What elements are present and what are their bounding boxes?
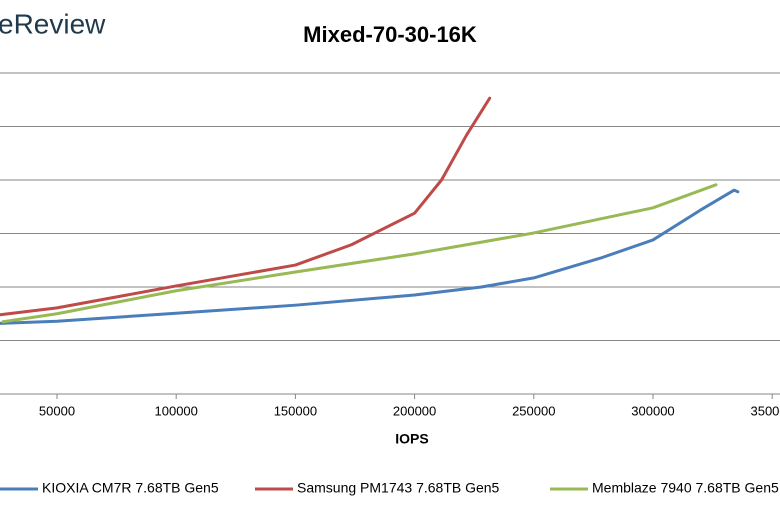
x-tick-label: 250000: [512, 403, 555, 418]
x-tick-label: 100000: [155, 403, 198, 418]
x-tick-label: 50000: [39, 403, 75, 418]
chart-title: Mixed-70-30-16K: [303, 22, 477, 47]
legend-label: KIOXIA CM7R 7.68TB Gen5: [42, 480, 219, 496]
x-tick-label: 300000: [631, 403, 674, 418]
series-line: [0, 188, 740, 325]
logo: eReview: [0, 8, 106, 39]
x-tick-label: 200000: [393, 403, 436, 418]
series-line: [0, 96, 492, 317]
series-line: [1, 183, 718, 324]
legend-label: Memblaze 7940 7.68TB Gen5: [592, 480, 779, 496]
x-axis-label: IOPS: [395, 431, 428, 447]
x-tick-label: 350000: [750, 403, 780, 418]
legend-label: Samsung PM1743 7.68TB Gen5: [297, 480, 500, 496]
x-tick-label: 150000: [274, 403, 317, 418]
